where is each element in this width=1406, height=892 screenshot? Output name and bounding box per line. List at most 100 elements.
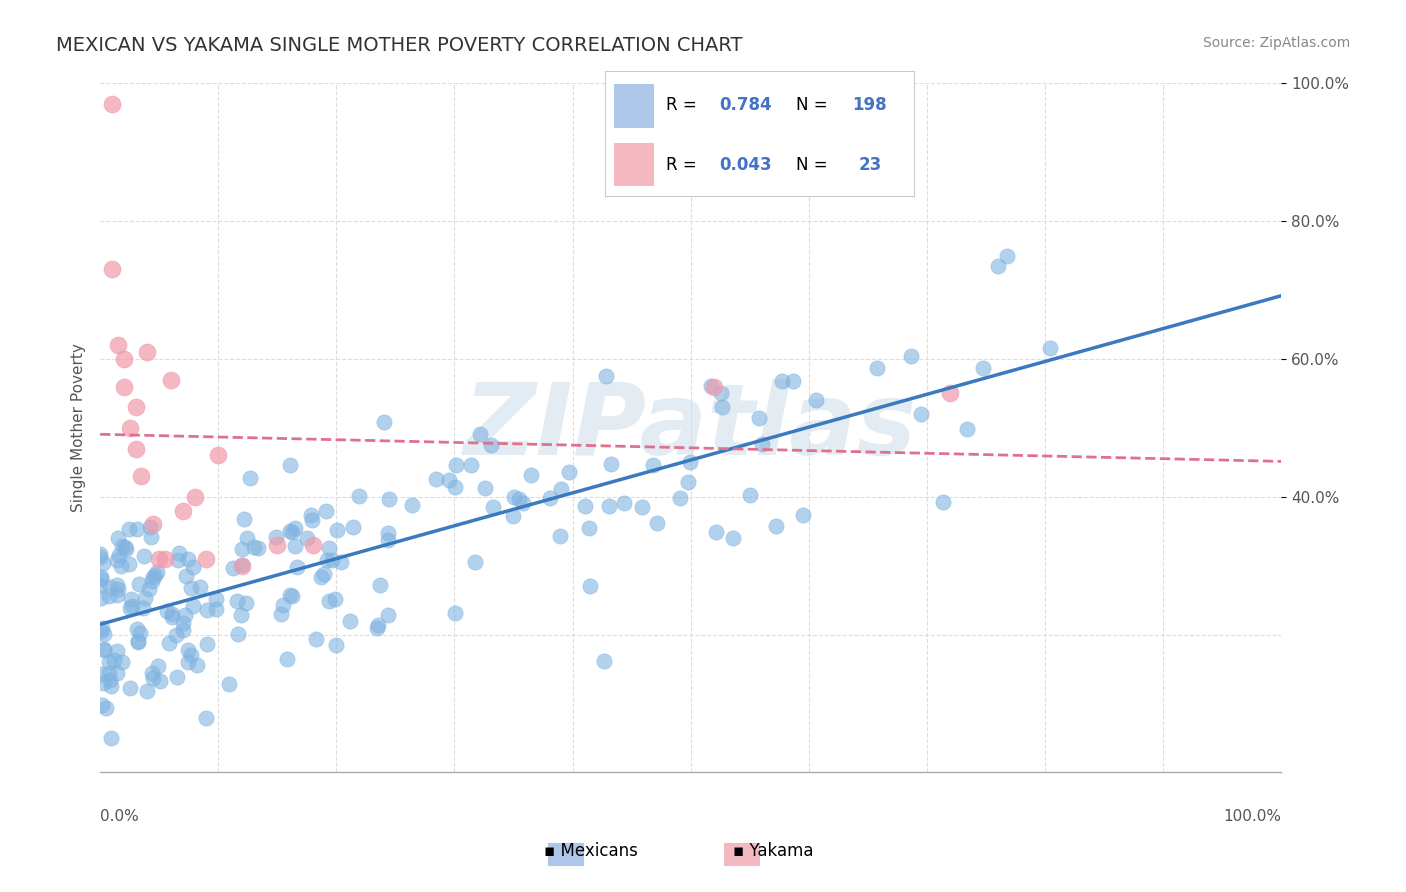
Point — [124, 442, 146, 456]
Point — [270, 607, 292, 621]
Point — [481, 438, 503, 452]
Point — [987, 259, 1010, 273]
Point — [278, 458, 301, 473]
Point — [312, 567, 335, 582]
Point — [127, 634, 149, 648]
Point — [910, 408, 932, 422]
Point — [89, 547, 111, 561]
Point — [181, 599, 204, 613]
Point — [548, 529, 571, 543]
Point — [149, 674, 172, 689]
Point — [631, 500, 654, 514]
Point — [550, 483, 572, 497]
Point — [146, 658, 169, 673]
Point — [173, 608, 195, 623]
Point — [482, 500, 505, 514]
Point — [444, 458, 467, 473]
Point — [160, 373, 183, 387]
Point — [174, 569, 197, 583]
Point — [207, 449, 229, 463]
Point — [280, 589, 302, 603]
Point — [574, 500, 596, 514]
Point — [748, 411, 770, 425]
Point — [177, 655, 200, 669]
Point — [139, 530, 162, 544]
Point — [318, 541, 340, 556]
Point — [195, 603, 218, 617]
Point — [188, 580, 211, 594]
Point — [100, 731, 122, 745]
Point — [172, 616, 194, 631]
Point — [723, 531, 745, 545]
Point — [236, 532, 259, 546]
Point — [129, 625, 152, 640]
Point — [600, 457, 623, 471]
Point — [782, 375, 804, 389]
Point — [160, 607, 183, 621]
Point — [89, 549, 111, 564]
Point — [105, 553, 128, 567]
Text: ZIPatlas: ZIPatlas — [464, 379, 917, 476]
Point — [806, 392, 828, 407]
Point — [131, 469, 153, 483]
Point — [107, 582, 129, 596]
Point — [329, 556, 352, 570]
Point — [89, 578, 111, 592]
Point — [90, 570, 112, 584]
Point — [90, 621, 112, 635]
Point — [91, 556, 114, 570]
Point — [195, 711, 218, 725]
Point — [204, 592, 226, 607]
Point — [900, 349, 922, 363]
Point — [176, 643, 198, 657]
Point — [366, 621, 388, 635]
Point — [121, 599, 143, 613]
Point — [195, 637, 218, 651]
Point — [370, 578, 392, 592]
Point — [226, 594, 249, 608]
Point — [131, 600, 153, 615]
Point — [792, 508, 814, 523]
Point — [299, 508, 322, 522]
Point — [703, 379, 725, 393]
Text: R =: R = — [666, 156, 703, 174]
Text: ▪ Yakama: ▪ Yakama — [733, 842, 814, 860]
Point — [97, 665, 120, 680]
Point — [93, 643, 115, 657]
Point — [103, 653, 125, 667]
Point — [98, 673, 121, 688]
Point — [142, 671, 165, 685]
Point — [276, 652, 298, 666]
Point — [595, 368, 617, 383]
Point — [972, 360, 994, 375]
Point — [181, 560, 204, 574]
Point — [710, 400, 733, 414]
Point — [124, 401, 146, 415]
Point — [138, 582, 160, 596]
Point — [155, 604, 177, 618]
Point — [112, 379, 135, 393]
Point — [218, 676, 240, 690]
Point — [700, 379, 723, 393]
Point — [377, 533, 399, 548]
Point — [176, 552, 198, 566]
Point — [956, 422, 979, 436]
Point — [710, 385, 733, 400]
Point — [105, 644, 128, 658]
Point — [347, 489, 370, 503]
Point — [295, 531, 318, 545]
Point — [107, 338, 129, 352]
Point — [112, 351, 135, 366]
Point — [142, 517, 165, 532]
Point — [538, 491, 561, 506]
Point — [285, 559, 308, 574]
Point — [97, 589, 120, 603]
Point — [679, 455, 702, 469]
Point — [111, 655, 134, 669]
Point — [90, 572, 112, 586]
Point — [326, 523, 349, 537]
Point — [444, 606, 467, 620]
Point — [180, 581, 202, 595]
Point — [172, 624, 194, 638]
Text: MEXICAN VS YAKAMA SINGLE MOTHER POVERTY CORRELATION CHART: MEXICAN VS YAKAMA SINGLE MOTHER POVERTY … — [56, 36, 742, 54]
